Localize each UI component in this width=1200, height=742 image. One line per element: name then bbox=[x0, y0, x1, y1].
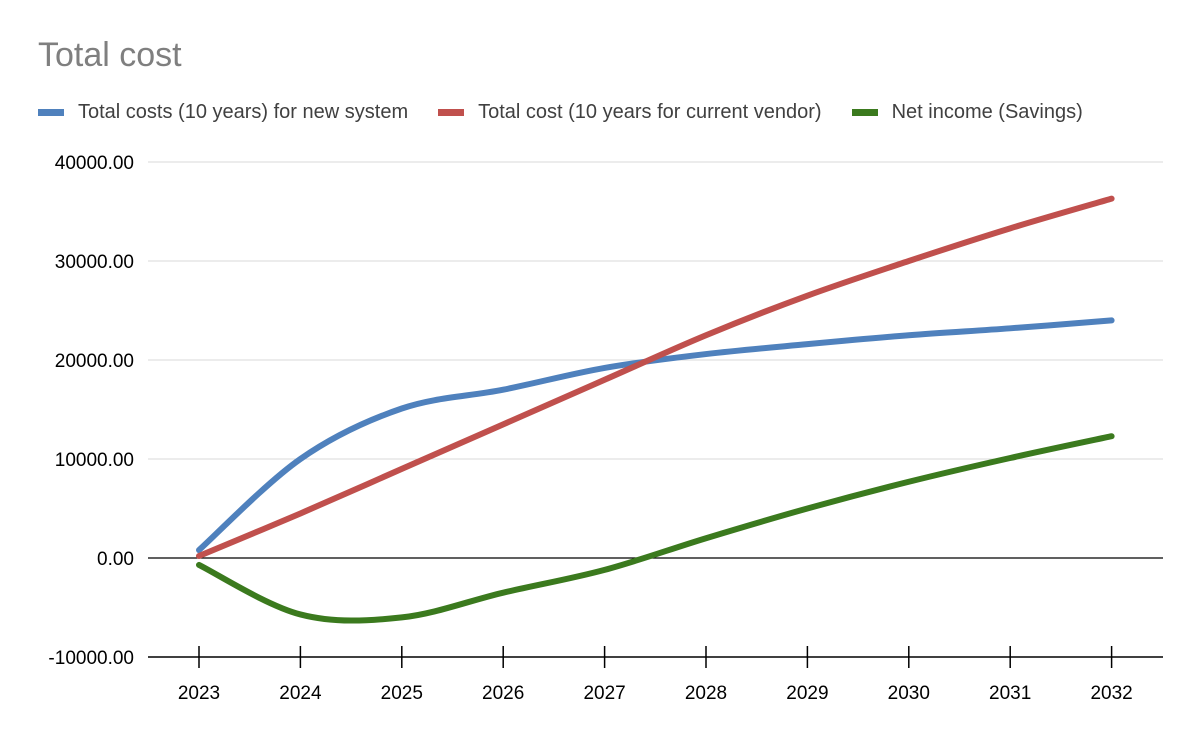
y-tick-label: 10000.00 bbox=[55, 450, 134, 471]
x-tick-label: 2031 bbox=[989, 683, 1031, 704]
x-tick-label: 2028 bbox=[685, 683, 727, 704]
legend-label-current-vendor: Total cost (10 years for current vendor) bbox=[478, 101, 822, 123]
legend-item-net-income: Net income (Savings) bbox=[851, 101, 1083, 124]
x-tick-label: 2025 bbox=[381, 683, 423, 704]
legend-label-net-income: Net income (Savings) bbox=[891, 101, 1083, 123]
series-line-current-vendor bbox=[196, 195, 1115, 560]
series-lines bbox=[196, 195, 1115, 624]
tick-labels: 40000.00 30000.00 20000.00 10000.00 0.00 -100… bbox=[48, 153, 1132, 704]
y-tick-label: -10000.00 bbox=[48, 648, 134, 669]
x-tick-label: 2029 bbox=[786, 683, 828, 704]
x-tick-label: 2030 bbox=[888, 683, 930, 704]
x-tick-label: 2024 bbox=[279, 683, 322, 704]
x-tick-label: 2032 bbox=[1090, 683, 1132, 704]
y-tick-label: 30000.00 bbox=[55, 252, 134, 273]
y-tick-label: 20000.00 bbox=[55, 351, 134, 372]
chart-title: Total cost bbox=[38, 36, 182, 74]
x-tick-label: 2023 bbox=[178, 683, 220, 704]
x-tick-label: 2027 bbox=[583, 683, 625, 704]
legend-item-current-vendor: Total cost (10 years for current vendor) bbox=[438, 101, 822, 124]
legend-swatch-new-system bbox=[38, 109, 64, 116]
gridlines bbox=[148, 161, 1163, 460]
legend-label-new-system: Total costs (10 years) for new system bbox=[78, 101, 409, 123]
x-tick-label: 2026 bbox=[482, 683, 524, 704]
y-tick-label: 0.00 bbox=[97, 549, 134, 570]
legend: Total costs (10 years) for new system To… bbox=[38, 101, 1083, 124]
axes bbox=[148, 557, 1163, 668]
legend-swatch-current-vendor bbox=[438, 109, 465, 116]
legend-item-new-system: Total costs (10 years) for new system bbox=[38, 101, 408, 124]
series-line-net-income bbox=[196, 433, 1115, 624]
legend-swatch-net-income bbox=[851, 109, 878, 116]
y-tick-label: 40000.00 bbox=[55, 153, 134, 174]
